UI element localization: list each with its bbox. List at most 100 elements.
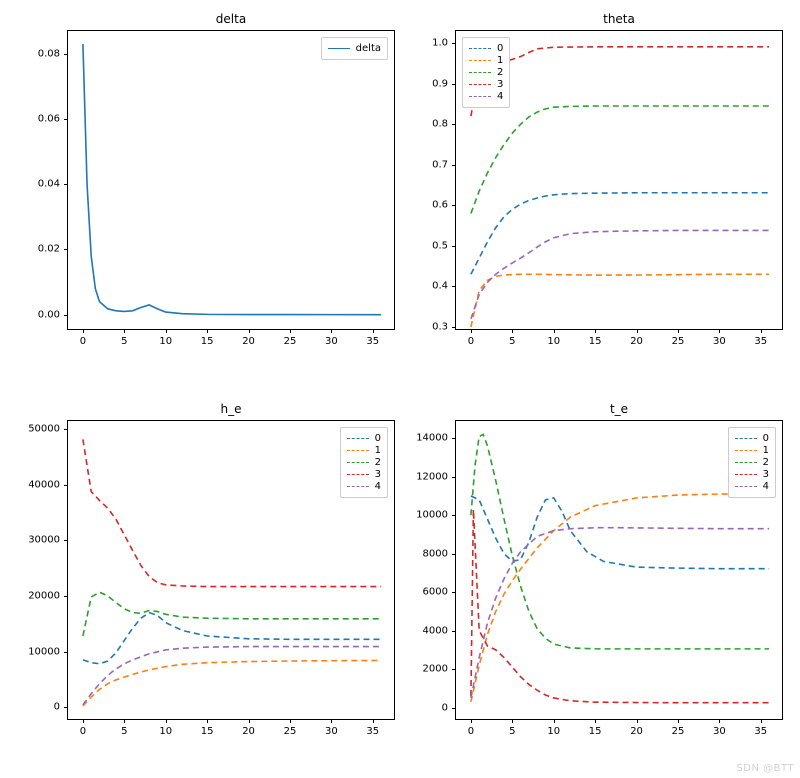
y-tick-label: 1.0: [432, 38, 448, 49]
legend: delta: [321, 37, 388, 60]
legend-item: 0: [735, 433, 769, 444]
y-tick-label: 0.08: [38, 48, 60, 59]
x-tick-label: 10: [159, 726, 172, 737]
y-tick-label: 10000: [28, 646, 60, 657]
legend: 01234: [728, 427, 776, 498]
y-tick-label: 0.5: [432, 240, 448, 251]
legend: 01234: [462, 37, 510, 108]
legend-swatch: [328, 48, 350, 49]
series-0: [471, 193, 769, 274]
x-tick-label: 25: [672, 336, 685, 347]
watermark: SDN @BTT: [736, 763, 794, 774]
legend-label: 1: [375, 445, 381, 456]
x-tick-label: 15: [201, 726, 214, 737]
series-2: [471, 106, 769, 213]
x-tick-label: 5: [121, 336, 127, 347]
x-tick-label: 25: [284, 336, 297, 347]
axes: 051015202530350.30.40.50.60.70.80.91.001…: [455, 30, 783, 330]
x-tick-label: 0: [468, 726, 474, 737]
legend-label: 4: [763, 481, 769, 492]
y-tick-label: 12000: [416, 471, 448, 482]
x-tick-label: 30: [713, 336, 726, 347]
legend-item: 3: [469, 79, 503, 90]
x-tick-label: 20: [242, 726, 255, 737]
x-tick-label: 10: [547, 726, 560, 737]
x-tick-label: 15: [201, 336, 214, 347]
legend-label: 0: [375, 433, 381, 444]
axes: 051015202530350.000.020.040.060.08delta: [67, 30, 395, 330]
x-tick-label: 35: [754, 726, 767, 737]
plot-title: delta: [67, 12, 395, 26]
x-tick-label: 5: [509, 726, 515, 737]
plot-title: t_e: [455, 402, 783, 416]
legend-swatch: [469, 96, 491, 97]
y-tick-label: 4000: [423, 625, 448, 636]
legend-label: 2: [497, 67, 503, 78]
legend-item: 2: [347, 457, 381, 468]
y-tick-label: 0.00: [38, 309, 60, 320]
legend-swatch: [469, 48, 491, 49]
axes: 0510152025303501000020000300004000050000…: [67, 420, 395, 720]
series-3: [471, 509, 769, 702]
legend-swatch: [735, 438, 757, 439]
series-2: [471, 434, 769, 648]
x-tick-label: 25: [672, 726, 685, 737]
y-tick-label: 0.8: [432, 119, 448, 130]
legend-item: 4: [347, 481, 381, 492]
legend-item: 0: [347, 433, 381, 444]
plot-lines: [68, 31, 396, 331]
series-1: [83, 660, 381, 706]
legend-item: delta: [328, 43, 381, 54]
y-tick-label: 0.9: [432, 78, 448, 89]
y-tick-label: 8000: [423, 548, 448, 559]
y-tick-label: 2000: [423, 664, 448, 675]
legend-item: 2: [469, 67, 503, 78]
legend-label: 3: [763, 469, 769, 480]
series-0: [83, 613, 381, 664]
legend-swatch: [735, 462, 757, 463]
legend-label: 4: [375, 481, 381, 492]
x-tick-label: 35: [754, 336, 767, 347]
subplot-delta: delta051015202530350.000.020.040.060.08d…: [67, 30, 395, 330]
legend-swatch: [347, 462, 369, 463]
y-tick-label: 40000: [28, 479, 60, 490]
subplot-theta: theta051015202530350.30.40.50.60.70.80.9…: [455, 30, 783, 330]
x-tick-label: 15: [589, 726, 602, 737]
x-tick-label: 20: [242, 336, 255, 347]
x-tick-label: 10: [159, 336, 172, 347]
x-tick-label: 30: [713, 726, 726, 737]
legend-label: 2: [375, 457, 381, 468]
y-tick-label: 6000: [423, 587, 448, 598]
legend-label: 2: [763, 457, 769, 468]
x-tick-label: 0: [80, 336, 86, 347]
legend-item: 3: [347, 469, 381, 480]
legend-swatch: [735, 474, 757, 475]
axes: 0510152025303502000400060008000100001200…: [455, 420, 783, 720]
y-tick-label: 0.6: [432, 200, 448, 211]
legend-label: 3: [375, 469, 381, 480]
figure: SDN @BTT delta051015202530350.000.020.04…: [0, 0, 800, 778]
x-tick-label: 0: [468, 336, 474, 347]
x-tick-label: 5: [121, 726, 127, 737]
series-0: [471, 496, 769, 569]
x-tick-label: 30: [325, 726, 338, 737]
y-tick-label: 0.3: [432, 321, 448, 332]
x-tick-label: 0: [80, 726, 86, 737]
legend-swatch: [735, 486, 757, 487]
y-tick-label: 0.7: [432, 159, 448, 170]
y-tick-label: 0.02: [38, 244, 60, 255]
x-tick-label: 20: [630, 336, 643, 347]
y-tick-label: 30000: [28, 535, 60, 546]
legend-label: 1: [763, 445, 769, 456]
legend-swatch: [347, 450, 369, 451]
legend-item: 4: [735, 481, 769, 492]
x-tick-label: 15: [589, 336, 602, 347]
series-delta: [83, 44, 381, 315]
y-tick-label: 0.06: [38, 114, 60, 125]
series-4: [471, 528, 769, 698]
legend-swatch: [735, 450, 757, 451]
legend-label: 0: [497, 43, 503, 54]
series-2: [83, 592, 381, 636]
legend-item: 1: [347, 445, 381, 456]
legend-label: 0: [763, 433, 769, 444]
